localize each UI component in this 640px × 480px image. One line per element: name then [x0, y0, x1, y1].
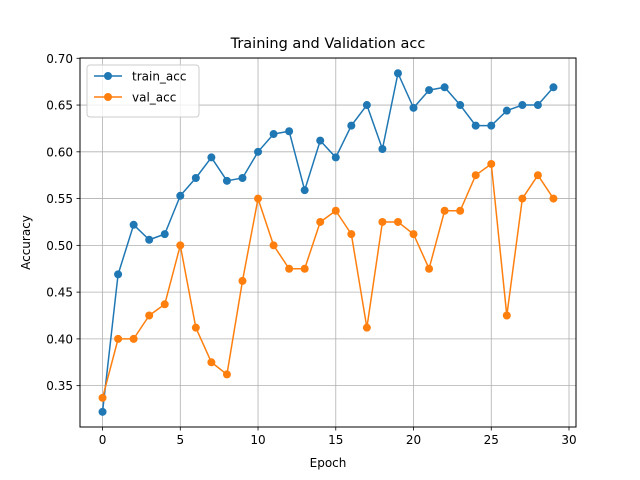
- data-point: [129, 220, 138, 229]
- data-point: [316, 217, 325, 226]
- data-point: [502, 106, 511, 115]
- data-point: [471, 121, 480, 130]
- series-train_acc: [98, 69, 558, 416]
- data-point: [362, 101, 371, 110]
- data-point: [347, 230, 356, 239]
- data-point: [393, 217, 402, 226]
- data-point: [409, 103, 418, 112]
- data-point: [98, 407, 107, 416]
- series-val_acc: [98, 159, 558, 402]
- y-tick-label: 0.35: [46, 379, 73, 393]
- data-point: [191, 323, 200, 332]
- legend-item-val_acc: val_acc: [94, 91, 176, 105]
- legend-label: val_acc: [132, 91, 176, 105]
- data-point: [222, 176, 231, 185]
- data-point: [409, 230, 418, 239]
- x-tick-label: 30: [561, 433, 576, 447]
- data-point: [269, 241, 278, 250]
- legend-label: train_acc: [132, 70, 186, 84]
- data-point: [471, 171, 480, 180]
- x-tick-label: 10: [250, 433, 265, 447]
- data-point: [269, 130, 278, 139]
- data-point: [378, 217, 387, 226]
- x-axis-title: Epoch: [310, 456, 347, 470]
- x-tick-label: 15: [328, 433, 343, 447]
- data-point: [191, 174, 200, 183]
- data-point: [160, 230, 169, 239]
- data-point: [549, 194, 558, 203]
- data-point: [176, 241, 185, 250]
- data-point: [331, 206, 340, 215]
- data-point: [378, 145, 387, 154]
- x-tick-label: 20: [406, 433, 421, 447]
- data-point: [222, 370, 231, 379]
- data-point: [98, 393, 107, 402]
- data-point: [145, 235, 154, 244]
- y-tick-label: 0.45: [46, 286, 73, 300]
- chart-title: Training and Validation acc: [230, 36, 426, 52]
- data-point: [254, 147, 263, 156]
- legend-item-train_acc: train_acc: [94, 70, 186, 84]
- x-tick-label: 5: [176, 433, 184, 447]
- data-point: [285, 127, 294, 136]
- data-point: [456, 206, 465, 215]
- data-point: [487, 121, 496, 130]
- data-point: [440, 83, 449, 92]
- data-point: [549, 83, 558, 92]
- legend-swatch-marker: [104, 93, 112, 101]
- data-point: [425, 264, 434, 273]
- data-point: [518, 194, 527, 203]
- data-point: [285, 264, 294, 273]
- data-point: [300, 186, 309, 195]
- data-point: [440, 206, 449, 215]
- legend-box: [86, 64, 200, 118]
- x-tick-label: 25: [484, 433, 499, 447]
- y-axis-title: Accuracy: [19, 215, 33, 270]
- data-point: [456, 101, 465, 110]
- data-point: [114, 334, 123, 343]
- ticks: 0 5 10 15 20 25 30 0.35 0.40 0.45 0.50 0.55 0.60 0.65…: [46, 52, 576, 447]
- data-point: [518, 101, 527, 110]
- plot-frame: [79, 57, 577, 428]
- data-point: [393, 69, 402, 78]
- y-tick-label: 0.55: [46, 192, 73, 206]
- data-point: [254, 194, 263, 203]
- data-point: [487, 159, 496, 168]
- data-point: [238, 276, 247, 285]
- data-point: [207, 358, 216, 367]
- data-point: [502, 311, 511, 320]
- y-tick-label: 0.40: [46, 332, 73, 346]
- data-point: [238, 174, 247, 183]
- data-point: [362, 323, 371, 332]
- data-point: [176, 191, 185, 200]
- y-tick-label: 0.65: [46, 99, 73, 113]
- data-point: [331, 153, 340, 162]
- x-tick-label: 0: [99, 433, 107, 447]
- data-point: [207, 153, 216, 162]
- legend: train_acc val_acc: [86, 64, 200, 118]
- data-point: [533, 171, 542, 180]
- y-tick-label: 0.70: [46, 52, 73, 66]
- data-point: [316, 136, 325, 145]
- data-point: [160, 300, 169, 309]
- data-point: [533, 101, 542, 110]
- y-tick-label: 0.60: [46, 145, 73, 159]
- legend-swatch-marker: [104, 72, 112, 80]
- data-point: [347, 121, 356, 130]
- data-point: [114, 270, 123, 279]
- data-point: [425, 86, 434, 95]
- series-layer: [98, 69, 558, 416]
- data-point: [129, 334, 138, 343]
- data-point: [145, 311, 154, 320]
- y-tick-label: 0.50: [46, 239, 73, 253]
- data-point: [300, 264, 309, 273]
